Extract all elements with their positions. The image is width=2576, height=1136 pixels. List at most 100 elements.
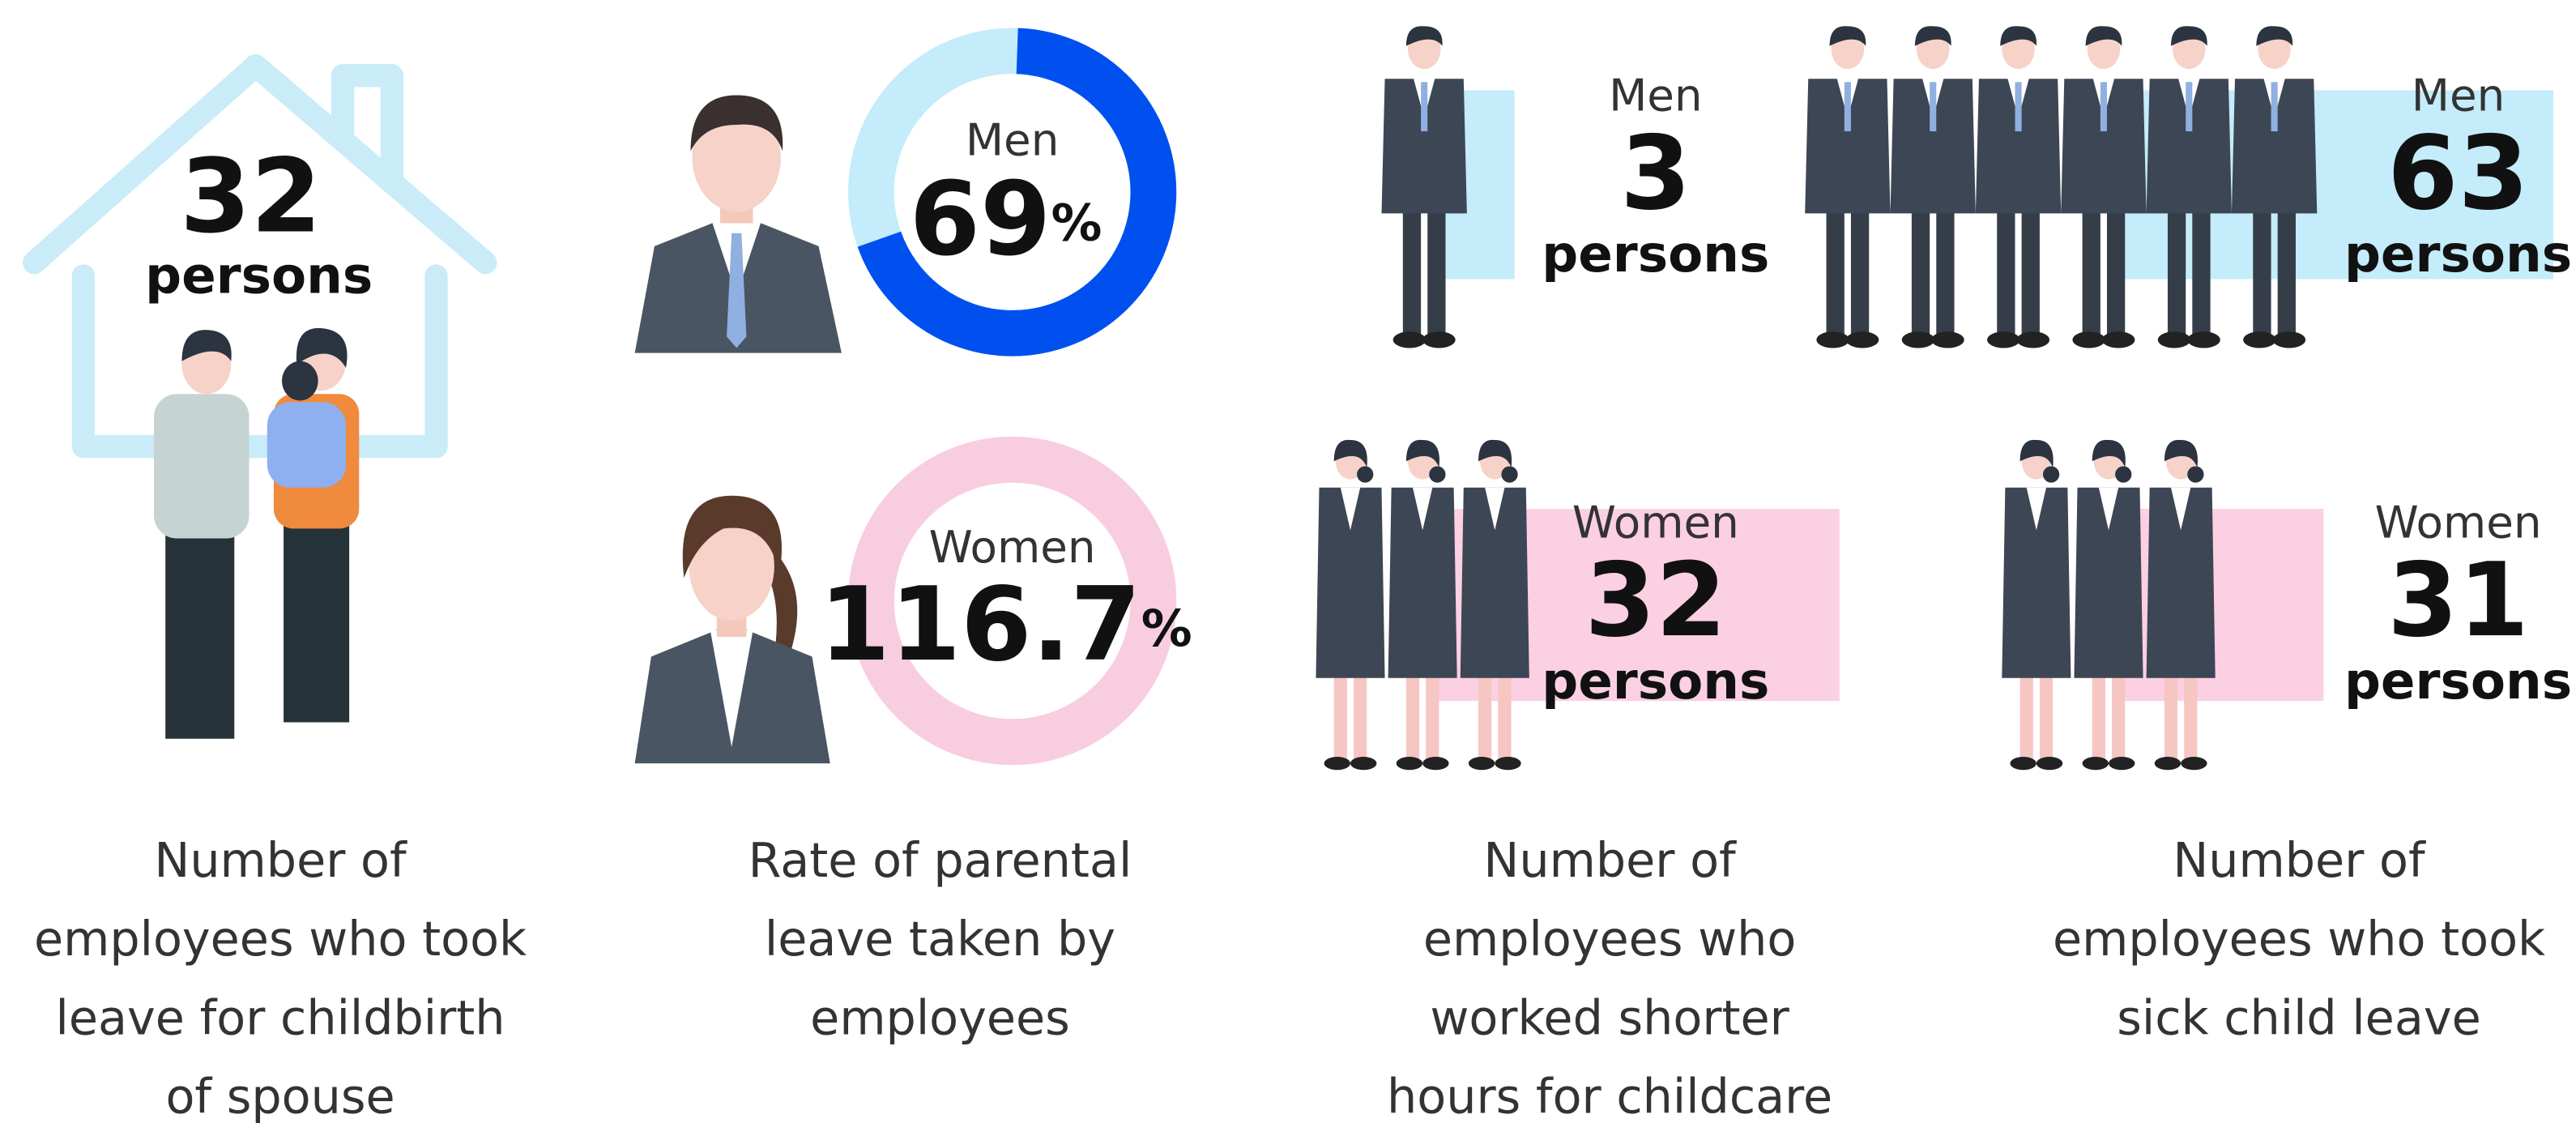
label: Women — [929, 521, 1096, 573]
hair-bun — [2115, 466, 2132, 483]
leg — [1405, 664, 1420, 764]
man-bust — [634, 95, 842, 353]
shoe — [2072, 331, 2105, 348]
shoe — [1350, 756, 1377, 771]
value: 116.7% — [819, 565, 1192, 684]
value-unit: % — [1051, 194, 1102, 253]
leg — [2106, 197, 2126, 337]
man-figure — [1381, 26, 1467, 348]
man-figure — [2146, 26, 2232, 348]
tie — [1930, 82, 1937, 132]
hair — [296, 327, 348, 368]
shirt — [1340, 487, 1361, 531]
value: 3 — [1620, 113, 1691, 233]
tie — [2271, 82, 2278, 132]
leg — [1498, 664, 1512, 764]
hair — [2164, 439, 2198, 468]
hair — [2170, 26, 2207, 46]
tie — [2100, 82, 2107, 132]
woman-figure — [2002, 439, 2071, 771]
label: Women — [1572, 496, 1739, 548]
shirt — [2026, 487, 2047, 531]
caption-line: Number of — [154, 832, 407, 888]
hair — [2019, 439, 2054, 468]
hair-bun — [1501, 466, 1518, 483]
shoe — [1816, 331, 1849, 348]
leg — [1826, 197, 1845, 337]
value: 69% — [910, 160, 1102, 279]
shoe — [2010, 756, 2036, 771]
hair-bun — [1429, 466, 1446, 483]
house-outline — [22, 53, 497, 459]
hair — [1478, 439, 1512, 468]
unit: persons — [2344, 224, 2572, 284]
leg — [2253, 197, 2271, 337]
hair — [1405, 26, 1443, 46]
man-figure — [2061, 26, 2147, 348]
shoe — [1901, 331, 1935, 348]
label: Men — [2412, 70, 2506, 122]
caption-line: hours for childcare — [1387, 1069, 1832, 1125]
hair-bun — [2042, 466, 2060, 483]
shoe — [2181, 756, 2207, 771]
hair — [1914, 26, 1951, 46]
shoe — [1931, 331, 1964, 348]
jacket — [1890, 79, 1976, 214]
hair — [2256, 26, 2293, 46]
shoe — [1845, 331, 1879, 348]
caption-line: leave for childbirth — [56, 989, 505, 1045]
label: Men — [966, 113, 1059, 165]
hair — [2092, 439, 2126, 468]
shirt — [2098, 487, 2119, 531]
caption-line: sick child leave — [2117, 989, 2480, 1045]
value: 63 — [2387, 113, 2529, 233]
tie — [1844, 82, 1851, 132]
man-figure — [1890, 26, 1976, 348]
leg — [2192, 197, 2211, 337]
tie — [2186, 82, 2193, 132]
leg — [2277, 197, 2296, 337]
hair — [1333, 439, 1367, 468]
leg — [1427, 197, 1446, 337]
leg — [1850, 197, 1870, 337]
jacket — [1316, 487, 1385, 678]
leg — [1997, 197, 2015, 337]
shoe — [2154, 756, 2181, 771]
caption-line: of spouse — [165, 1069, 395, 1125]
label: Men — [1609, 70, 1703, 122]
leg — [2039, 664, 2054, 764]
shoe — [1422, 756, 1449, 771]
shirt — [1485, 487, 1505, 531]
jacket — [2146, 79, 2232, 214]
caption-line: employees who took — [34, 911, 527, 967]
legs — [165, 525, 235, 739]
shoe — [2157, 331, 2191, 348]
unit: persons — [1542, 651, 1769, 711]
jacket — [1381, 79, 1467, 214]
leg — [1426, 664, 1439, 764]
leg — [1354, 664, 1367, 764]
caption-line: Rate of parental — [748, 832, 1132, 888]
jacket — [1805, 79, 1891, 214]
leg — [2164, 664, 2178, 764]
jacket — [1388, 487, 1457, 678]
value-number: 69 — [910, 160, 1051, 279]
unit: persons — [1542, 224, 1769, 284]
woman-figure — [1316, 439, 1385, 771]
shoe — [1495, 756, 1521, 771]
shoe — [1392, 331, 1427, 348]
shoe — [1422, 331, 1456, 348]
shirt — [2170, 487, 2191, 531]
shoe — [2272, 331, 2306, 348]
value-unit: % — [1141, 599, 1192, 658]
jacket — [2061, 79, 2147, 214]
shoe — [1987, 331, 2020, 348]
leg — [1478, 664, 1492, 764]
leg — [1402, 197, 1422, 337]
man-figure — [2231, 26, 2318, 348]
shoe — [2109, 756, 2135, 771]
value: 32 — [180, 136, 322, 255]
label: Women — [2375, 496, 2542, 548]
legs — [284, 517, 350, 723]
